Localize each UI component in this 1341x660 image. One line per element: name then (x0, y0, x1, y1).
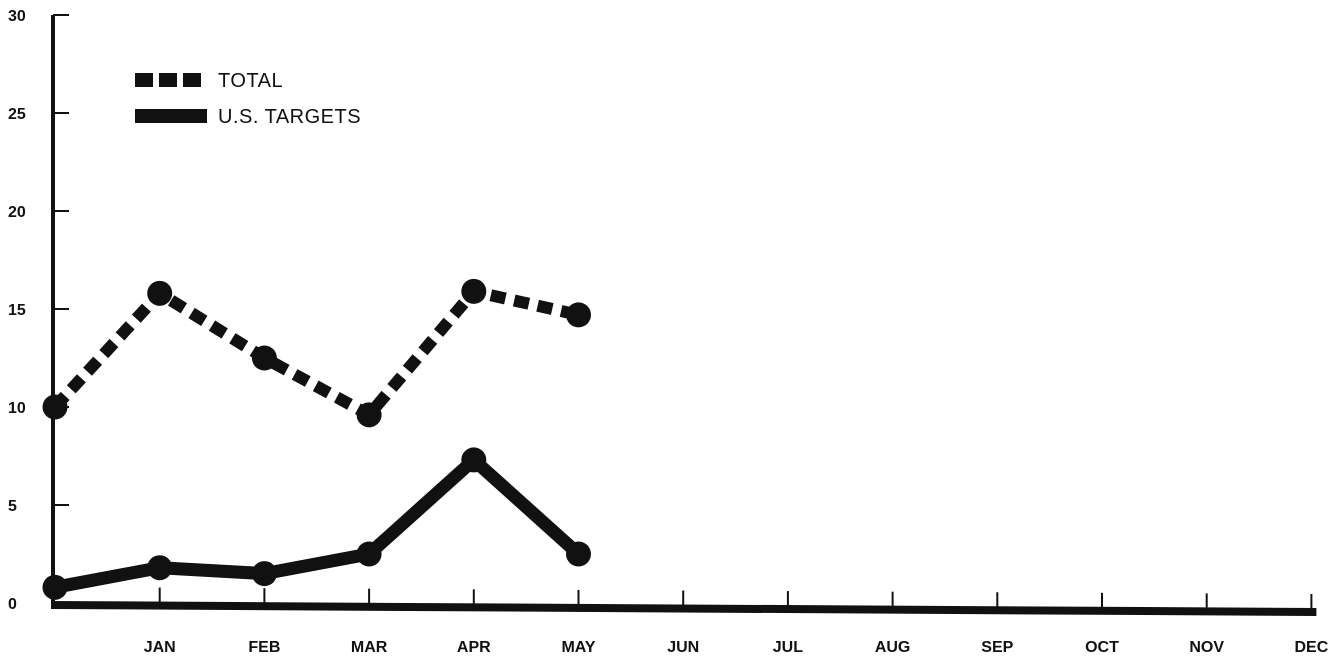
x-tick-label: JUN (667, 639, 699, 656)
y-tick-label: 10 (8, 400, 26, 417)
series-point (42, 574, 68, 600)
series-line-1 (50, 285, 580, 421)
legend-label: U.S. TARGETS (218, 106, 361, 128)
y-tick-label: 5 (8, 498, 17, 515)
x-tick-label: DEC (1295, 639, 1329, 656)
x-tick-label: JAN (144, 639, 176, 656)
series-point (251, 345, 277, 371)
y-tick-label: 25 (8, 106, 26, 123)
x-tick-label: SEP (981, 639, 1013, 656)
x-tick-label: MAR (351, 639, 388, 656)
x-tick-label: NOV (1189, 639, 1224, 656)
legend-label: TOTAL (218, 70, 283, 92)
series-point (147, 555, 173, 581)
y-axis: 0 5 10 15 20 25 30 (8, 8, 69, 613)
series-point (147, 280, 173, 306)
series-point (356, 541, 382, 567)
series-point (461, 447, 487, 473)
x-tick-label: AUG (875, 639, 911, 656)
series-point (461, 278, 487, 304)
series-point (566, 541, 591, 567)
x-tick-label: APR (457, 639, 491, 656)
legend: TOTAL U.S. TARGETS (135, 70, 361, 128)
series-line-2 (53, 453, 583, 594)
y-tick-label: 0 (8, 596, 17, 613)
y-tick-label: 15 (8, 302, 26, 319)
series-point (42, 394, 68, 420)
x-tick-label: OCT (1085, 639, 1119, 656)
x-tick-label: JUL (773, 639, 803, 656)
series-point (566, 302, 591, 328)
y-tick-label: 20 (8, 204, 26, 221)
series-point (251, 561, 277, 587)
y-tick-label: 30 (8, 8, 26, 25)
x-tick-label: MAY (561, 639, 595, 656)
x-tick-label: FEB (248, 639, 280, 656)
series-lines (42, 278, 591, 600)
series-point (356, 402, 382, 428)
x-axis: JAN FEB MAR APR MAY JUN JUL AUG SEP OCT NOV DEC (50, 587, 1329, 656)
